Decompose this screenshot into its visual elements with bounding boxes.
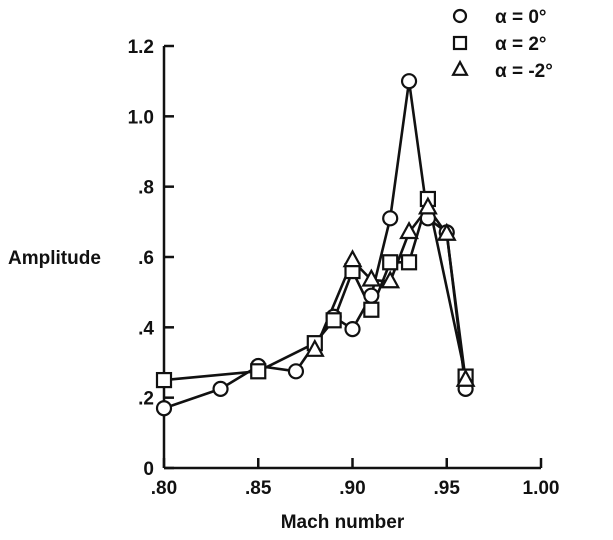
data-point-square: [400, 254, 418, 271]
data-point-square: [382, 254, 399, 271]
series-line-circle: [163, 79, 467, 410]
x-tick-label: .95: [434, 478, 461, 499]
data-point-triangle: [417, 196, 438, 215]
y-tick-label: 0: [143, 459, 154, 480]
y-tick-label: .2: [138, 389, 154, 410]
x-axis-label: Mach number: [281, 512, 405, 533]
y-tick-label: .4: [138, 318, 154, 339]
data-point-triangle: [304, 338, 325, 357]
x-tick-label: .85: [245, 478, 272, 499]
legend-label: α = -2°: [495, 61, 553, 82]
data-point-square: [250, 363, 267, 380]
data-point-triangle: [361, 268, 382, 287]
data-point-circle: [344, 320, 361, 338]
x-tick-label: .80: [151, 478, 177, 499]
legend-label: α = 2°: [495, 34, 547, 55]
data-point-circle: [287, 363, 305, 380]
y-tick-label: 1.2: [128, 37, 154, 58]
data-point-square: [363, 301, 380, 318]
data-point-circle: [400, 73, 418, 90]
data-point-triangle: [380, 270, 401, 289]
series-lines: [163, 79, 467, 410]
legend: α = 0° α = 2° α = -2°: [451, 7, 553, 82]
series-markers: [155, 73, 476, 417]
data-point-triangle: [455, 368, 476, 387]
legend-marker-square: [452, 35, 468, 51]
y-tick-label: .6: [138, 248, 154, 269]
data-point-circle: [382, 210, 399, 227]
y-tick-label: 1.0: [128, 107, 154, 128]
ticks: [162, 44, 543, 470]
data-point-square: [325, 312, 342, 329]
data-point-triangle: [342, 249, 363, 268]
legend-marker-triangle: [451, 59, 469, 76]
data-point-circle: [155, 400, 173, 417]
y-axis-label: Amplitude: [8, 248, 101, 269]
data-point-triangle: [436, 222, 457, 241]
series-line-square: [163, 197, 467, 382]
y-tick-label: .8: [138, 178, 154, 199]
x-tick-label: 1.00: [523, 478, 560, 499]
data-point-triangle: [399, 221, 419, 240]
legend-marker-circle: [452, 8, 468, 24]
data-point-circle: [212, 380, 229, 397]
data-point-circle: [363, 287, 380, 304]
legend-label: α = 0°: [495, 7, 547, 28]
data-point-square: [155, 371, 173, 389]
tick-labels: 0 .2 .4 .6 .8 1.0 1.2 .80 .85 .90 .95 1.00: [128, 37, 560, 499]
x-tick-label: .90: [339, 478, 365, 499]
